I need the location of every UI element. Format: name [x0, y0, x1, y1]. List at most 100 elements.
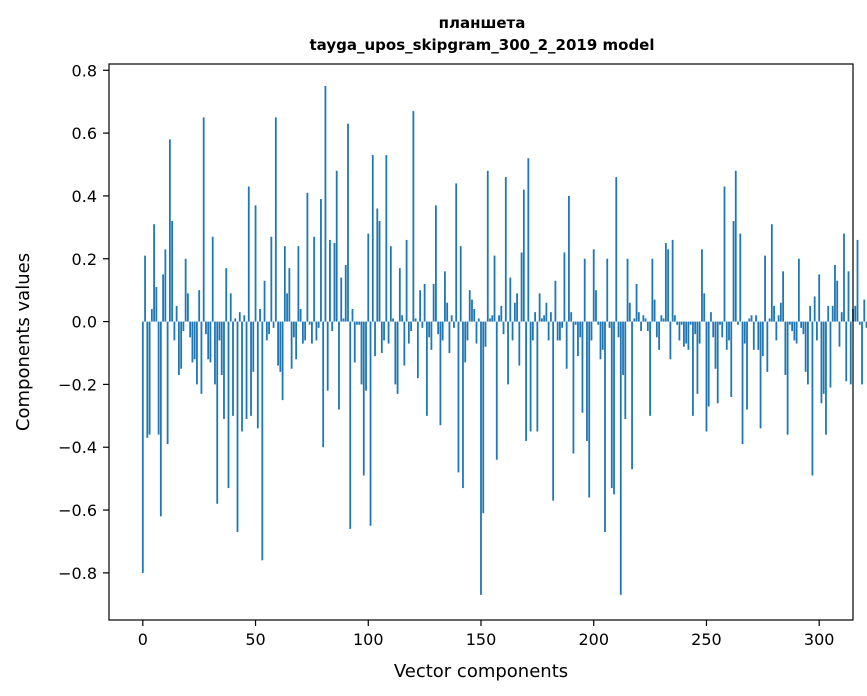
- bars-group: [141, 85, 867, 595]
- bar-component-204: [601, 321, 604, 350]
- bar-component-272: [755, 315, 757, 322]
- bar-component-185: [559, 321, 561, 341]
- bar-component-178: [543, 315, 546, 322]
- y-tick-label: −0.6: [58, 501, 97, 520]
- bar-component-318: [858, 321, 861, 325]
- bar-component-271: [752, 321, 755, 350]
- bar-component-160: [502, 321, 505, 335]
- bar-component-298: [813, 296, 816, 322]
- x-axis-ticks: 0 50 100 150 200 250 300: [138, 620, 835, 649]
- bar-component-50: [254, 205, 257, 322]
- bar-component-70: [299, 309, 302, 322]
- bar-component-34: [218, 321, 221, 341]
- bar-component-113: [396, 321, 399, 394]
- bar-component-103: [374, 321, 376, 357]
- bar-component-304: [827, 305, 830, 322]
- bar-component-5: [153, 224, 155, 322]
- bar-component-19: [184, 258, 187, 322]
- bar-component-115: [401, 315, 403, 322]
- bar-component-233: [667, 249, 670, 322]
- bar-component-133: [441, 321, 444, 341]
- bar-component-238: [678, 321, 681, 341]
- chart-title: планшета: [439, 14, 526, 32]
- bar-component-52: [259, 309, 261, 322]
- bar-component-151: [482, 321, 485, 514]
- bar-component-59: [274, 117, 277, 322]
- bar-component-295: [807, 321, 809, 385]
- bar-component-104: [376, 208, 379, 322]
- bar-component-244: [692, 321, 694, 416]
- bar-component-196: [583, 258, 586, 322]
- bar-component-274: [759, 321, 762, 429]
- bar-component-158: [498, 315, 500, 322]
- bar-component-54: [263, 280, 266, 322]
- bar-component-296: [809, 305, 812, 322]
- bar-component-142: [462, 321, 464, 489]
- y-axis-ticks: −0.8 −0.6 −0.4 −0.2 0.0 0.2 0.4 0.6 0.8: [58, 61, 109, 583]
- bar-component-234: [669, 321, 672, 360]
- bar-component-101: [369, 321, 372, 526]
- bar-component-199: [590, 321, 593, 341]
- bar-component-75: [311, 321, 313, 344]
- bar-component-128: [430, 321, 433, 350]
- bar-component-169: [522, 189, 525, 322]
- bar-component-61: [279, 321, 282, 372]
- bar-component-246: [696, 321, 699, 394]
- y-tick-label: −0.2: [58, 375, 97, 394]
- bar-component-280: [773, 305, 775, 322]
- bar-component-292: [800, 321, 803, 328]
- bar-component-174: [534, 312, 537, 322]
- bar-component-289: [793, 321, 796, 341]
- bar-component-291: [797, 258, 800, 322]
- bar-component-176: [538, 293, 541, 322]
- y-tick-label: −0.8: [58, 564, 97, 583]
- bar-component-110: [389, 246, 392, 322]
- bar-component-165: [513, 302, 516, 322]
- bar-component-132: [439, 321, 442, 426]
- bar-component-14: [173, 321, 176, 341]
- bar-component-258: [723, 186, 726, 322]
- bar-component-60: [277, 321, 279, 366]
- bar-component-255: [716, 321, 719, 404]
- bar-component-148: [475, 321, 478, 344]
- bar-component-216: [628, 302, 631, 322]
- bar-component-307: [834, 265, 836, 322]
- bar-component-182: [552, 321, 555, 501]
- bar-component-125: [423, 283, 426, 322]
- bar-component-63: [283, 246, 286, 322]
- x-tick-label: 300: [804, 630, 835, 649]
- bar-component-181: [549, 312, 552, 322]
- bar-component-235: [671, 239, 674, 322]
- bar-component-138: [453, 321, 455, 328]
- y-tick-label: 0.6: [72, 124, 97, 143]
- bar-component-168: [520, 252, 523, 322]
- bar-component-261: [730, 321, 733, 397]
- bar-component-306: [831, 305, 834, 322]
- bar-component-41: [234, 318, 237, 322]
- bar-component-231: [662, 318, 665, 322]
- bar-component-319: [861, 321, 863, 385]
- bar-component-301: [820, 321, 823, 404]
- bar-component-57: [270, 236, 273, 322]
- y-tick-label: 0.0: [72, 313, 97, 332]
- bar-component-69: [297, 246, 300, 322]
- bar-component-102: [371, 155, 374, 322]
- bar-component-253: [712, 321, 715, 338]
- bar-component-114: [398, 268, 401, 322]
- x-tick-label: 0: [138, 630, 148, 649]
- bar-component-38: [227, 321, 230, 489]
- bar-component-278: [768, 318, 771, 322]
- bar-component-66: [290, 321, 293, 369]
- bar-component-0: [141, 321, 144, 573]
- bar-component-256: [719, 321, 721, 325]
- bar-component-297: [811, 321, 814, 476]
- bar-component-97: [360, 321, 363, 385]
- bar-component-293: [802, 321, 805, 335]
- bar-component-47: [247, 186, 250, 322]
- bar-component-172: [529, 321, 532, 432]
- bar-component-65: [288, 268, 291, 322]
- bar-component-43: [238, 312, 241, 322]
- bar-component-18: [182, 321, 185, 331]
- bar-component-288: [791, 321, 794, 331]
